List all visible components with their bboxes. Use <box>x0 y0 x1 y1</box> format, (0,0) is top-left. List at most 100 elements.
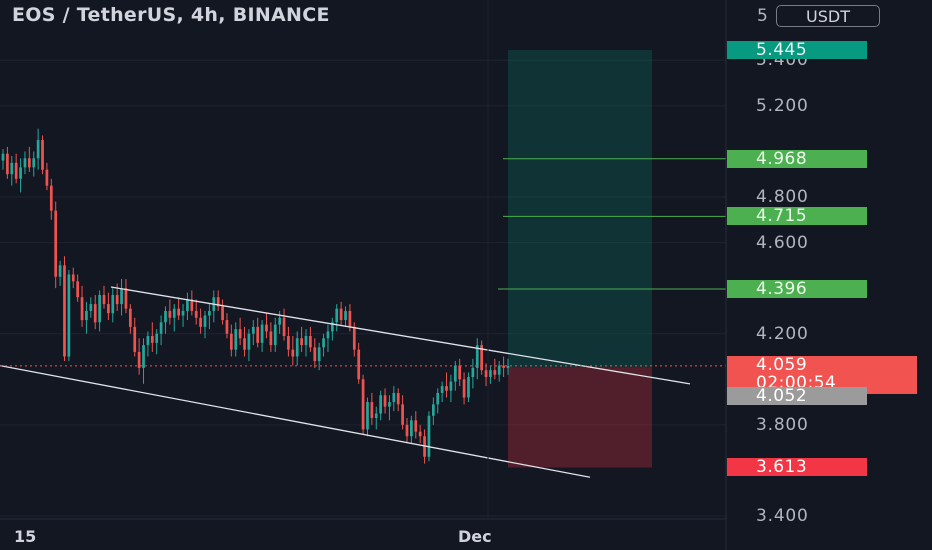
candle-body <box>6 153 9 175</box>
candle-body <box>80 297 84 321</box>
candle-body <box>344 310 347 321</box>
candle-body <box>497 365 501 375</box>
candle-body <box>49 185 53 211</box>
candle-body <box>436 392 440 405</box>
candle-body <box>155 333 159 343</box>
entry-price-label: 4.052 <box>727 387 867 406</box>
price-axis-tick: 4.800 <box>756 187 809 207</box>
candle-body <box>1 153 5 161</box>
candle-body <box>221 306 224 321</box>
candle-body <box>203 315 207 327</box>
last-price-value: 4.059 <box>756 354 808 375</box>
stop-price-label: 3.613 <box>727 458 867 477</box>
time-axis-tick: Dec <box>458 527 492 546</box>
candle-body <box>440 386 444 393</box>
candle-body <box>489 370 492 378</box>
candle-body <box>462 379 466 398</box>
candle-body <box>269 331 273 346</box>
candle-body <box>352 326 356 350</box>
candle-body <box>137 351 141 368</box>
candle-body <box>396 392 400 405</box>
price-axis-tick: 3.400 <box>756 506 809 526</box>
candle-body <box>181 310 185 316</box>
candle-body <box>300 338 303 346</box>
currency-button[interactable]: USDT <box>776 5 880 27</box>
bar-countdown: 02:00:54 <box>756 372 837 393</box>
price-axis-tick: 3.800 <box>756 414 809 435</box>
candle-body <box>467 377 470 398</box>
candle-body <box>216 297 220 307</box>
candle-body <box>361 379 365 430</box>
candle-body <box>172 308 176 318</box>
candle-body <box>159 322 163 334</box>
candle-body <box>32 158 36 168</box>
candle-body <box>177 308 181 316</box>
candle-body <box>506 365 510 368</box>
candle-body <box>71 274 75 282</box>
candles <box>1 128 510 464</box>
chart-title: EOS / TetherUS, 4h, BINANCE <box>12 4 330 26</box>
candle-body <box>366 402 369 430</box>
candle-body <box>67 274 71 357</box>
tp2-price-label: 4.715 <box>727 207 867 226</box>
trend-channel <box>0 286 691 478</box>
price-axis-tick: 4.200 <box>756 323 809 344</box>
candle-body <box>260 324 264 343</box>
take-profit-lines <box>498 158 726 290</box>
candle-body <box>401 404 404 425</box>
candle-body <box>107 304 110 314</box>
channel-lower-line <box>0 364 591 478</box>
candle-body <box>102 294 106 305</box>
candle-body <box>190 299 194 311</box>
price-axis-tick: 4.600 <box>756 232 809 253</box>
candle-body <box>449 381 453 391</box>
candle-body <box>247 333 251 350</box>
candle-body <box>133 326 137 352</box>
axis-partial-label: 5 <box>757 6 768 26</box>
price-axis-tick: 5.200 <box>756 95 809 116</box>
candle-body <box>309 335 312 348</box>
candle-body <box>388 402 391 407</box>
channel-upper-line <box>110 286 691 385</box>
candle-body <box>124 288 128 309</box>
candle-body <box>243 338 246 350</box>
candle-body <box>256 326 260 343</box>
candle-body <box>317 347 321 362</box>
candle-body <box>234 329 238 350</box>
candle-body <box>89 304 93 311</box>
candle-body <box>313 347 317 362</box>
candle-body <box>27 158 31 168</box>
candle-body <box>128 308 132 327</box>
candle-body <box>142 345 145 368</box>
candle-body <box>410 420 413 437</box>
loss-zone <box>508 367 652 468</box>
candle-body <box>445 386 448 391</box>
candle-body <box>330 322 334 332</box>
candle-body <box>85 310 88 321</box>
candle-body <box>287 335 290 350</box>
candle-body <box>115 294 119 305</box>
candle-body <box>63 265 66 357</box>
candle-body <box>19 167 22 179</box>
candle-body <box>326 331 330 339</box>
candle-body <box>370 402 374 419</box>
candle-body <box>10 162 14 175</box>
candle-body <box>251 326 255 334</box>
candle-body <box>502 365 505 368</box>
candle-body <box>427 415 431 457</box>
candle-body <box>146 335 150 346</box>
candle-body <box>458 365 462 380</box>
candle-body <box>186 299 189 311</box>
candle-body <box>76 281 80 298</box>
position-zones <box>508 50 652 468</box>
candle-body <box>265 324 268 332</box>
candle-body <box>322 338 325 348</box>
candle-body <box>45 169 49 186</box>
candle-body <box>225 320 229 334</box>
candle-body <box>229 333 233 350</box>
candle-body <box>14 162 18 179</box>
candle-body <box>418 431 422 437</box>
candle-body <box>98 294 101 323</box>
candle-body <box>111 294 115 314</box>
